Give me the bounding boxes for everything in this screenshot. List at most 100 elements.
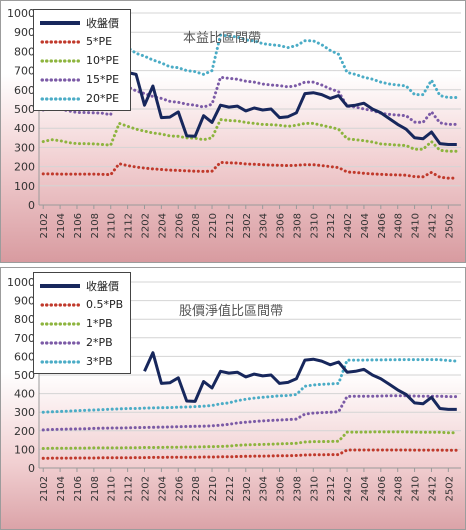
x-tick-label: 2204 <box>157 213 168 238</box>
legend-label: 15*PE <box>86 73 120 86</box>
legend-swatch <box>38 19 82 27</box>
series-line-10pe <box>41 117 459 153</box>
x-tick-label: 2206 <box>174 476 185 501</box>
y-tick-label: 1000 <box>7 7 35 20</box>
y-tick-label: 0 <box>28 199 35 212</box>
x-tick-label: 2204 <box>157 476 168 501</box>
legend-label: 收盤價 <box>86 279 119 293</box>
legend-swatch <box>38 282 82 290</box>
legend-label: 1*PB <box>86 317 113 330</box>
legend-swatch <box>38 76 82 84</box>
legend-swatch <box>38 358 82 366</box>
legend-item: 5*PE <box>38 32 126 51</box>
x-tick-label: 2108 <box>90 213 101 238</box>
series-line-0.5pb <box>41 448 459 460</box>
x-tick-label: 2102 <box>39 476 50 501</box>
legend-item: 2*PB <box>38 333 126 352</box>
legend-label: 3*PB <box>86 355 113 368</box>
x-tick-label: 2402 <box>343 213 354 238</box>
y-tick-label: 200 <box>14 161 35 174</box>
x-tick-label: 2306 <box>276 476 287 501</box>
x-tick-label: 2210 <box>208 213 219 238</box>
x-tick-label: 2104 <box>56 213 67 238</box>
y-tick-label: 0 <box>28 462 35 475</box>
series-line- <box>143 351 457 411</box>
y-tick-label: 300 <box>14 141 35 154</box>
x-tick-label: 2304 <box>259 476 270 501</box>
x-tick-label: 2502 <box>444 476 455 501</box>
y-tick-label: 1000 <box>7 276 35 289</box>
x-tick-label: 2302 <box>242 476 253 501</box>
pe-band-chart-panel: 0 100 200 300 400 500 600 700 800 900 1000 2102 2104… <box>0 0 466 263</box>
x-tick-label: 2104 <box>56 476 67 501</box>
y-tick-label: 500 <box>14 103 35 116</box>
y-tick-label: 400 <box>14 388 35 401</box>
y-tick-label: 600 <box>14 350 35 363</box>
legend-label: 收盤價 <box>86 16 119 30</box>
legend-item: 20*PE <box>38 89 126 108</box>
legend-swatch <box>38 57 82 65</box>
chart-title: 本益比區間帶 <box>183 31 262 46</box>
series-line-5pe <box>41 160 459 180</box>
pb-band-chart-plot: 0 100 200 300 400 500 600 700 800 900 1000 2102 2104… <box>7 276 461 501</box>
x-tick-label: 2408 <box>394 213 405 238</box>
legend-label: 0.5*PB <box>86 298 124 311</box>
x-tick-label: 2312 <box>326 213 337 238</box>
x-tick-label: 2404 <box>360 476 371 501</box>
x-tick-label: 2202 <box>141 213 152 238</box>
series-line-3pb <box>41 358 459 414</box>
legend-swatch <box>38 320 82 328</box>
legend-label: 20*PE <box>86 92 120 105</box>
pb-band-chart-panel: 0 100 200 300 400 500 600 700 800 900 1000 2102 2104… <box>0 267 466 530</box>
legend-swatch <box>38 38 82 46</box>
legend-item: 15*PE <box>38 70 126 89</box>
x-tick-label: 2306 <box>276 213 287 238</box>
x-tick-label: 2110 <box>107 476 118 501</box>
x-tick-label: 2202 <box>141 476 152 501</box>
y-tick-label: 800 <box>14 45 35 58</box>
y-tick-label: 400 <box>14 122 35 135</box>
x-tick-label: 2410 <box>411 213 422 238</box>
series-line- <box>117 52 457 146</box>
legend-item: 0.5*PB <box>38 295 126 314</box>
y-tick-label: 200 <box>14 425 35 438</box>
x-tick-label: 2412 <box>427 213 438 238</box>
x-tick-label: 2302 <box>242 213 253 238</box>
y-tick-label: 800 <box>14 313 35 326</box>
x-tick-label: 2212 <box>225 213 236 238</box>
legend-swatch <box>38 339 82 347</box>
y-tick-label: 500 <box>14 369 35 382</box>
x-tick-label: 2406 <box>377 476 388 501</box>
legend-label: 10*PE <box>86 54 120 67</box>
series-line-1pb <box>41 430 459 450</box>
x-tick-label: 2112 <box>124 213 135 238</box>
legend-swatch <box>38 301 82 309</box>
legend-item: 收盤價 <box>38 276 126 295</box>
y-tick-label: 600 <box>14 84 35 97</box>
series-line-2pb <box>41 394 459 432</box>
x-tick-label: 2408 <box>394 476 405 501</box>
legend-item: 收盤價 <box>38 13 126 32</box>
y-tick-label: 900 <box>14 295 35 308</box>
x-tick-label: 2102 <box>39 213 50 238</box>
y-tick-label: 700 <box>14 332 35 345</box>
x-tick-label: 2206 <box>174 213 185 238</box>
x-tick-label: 2212 <box>225 476 236 501</box>
legend-item: 1*PB <box>38 314 126 333</box>
x-tick-label: 2304 <box>259 213 270 238</box>
x-tick-label: 2208 <box>191 476 202 501</box>
x-tick-label: 2308 <box>292 213 303 238</box>
x-tick-label: 2112 <box>124 476 135 501</box>
legend-item: 3*PB <box>38 352 126 371</box>
chart-legend: 收盤價 0.5*PB 1*PB 2*PB 3*PB <box>33 272 131 374</box>
x-tick-label: 2402 <box>343 476 354 501</box>
y-tick-label: 100 <box>14 180 35 193</box>
series-line-20pe <box>117 33 459 99</box>
y-tick-label: 300 <box>14 406 35 419</box>
x-tick-label: 2210 <box>208 476 219 501</box>
x-tick-label: 2106 <box>73 476 84 501</box>
legend-label: 5*PE <box>86 35 113 48</box>
legend-label: 2*PB <box>86 336 113 349</box>
x-tick-label: 2208 <box>191 213 202 238</box>
